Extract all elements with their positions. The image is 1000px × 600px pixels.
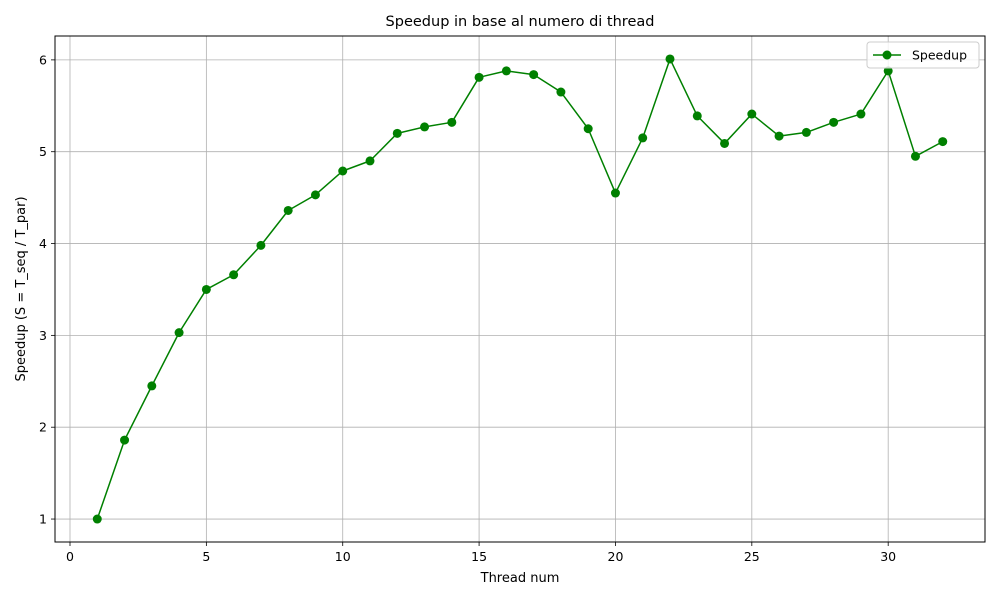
data-point (665, 54, 675, 64)
data-point (92, 514, 102, 524)
x-tick-label: 25 (744, 549, 760, 564)
data-point (938, 137, 948, 147)
data-point (910, 151, 920, 161)
data-point (365, 156, 375, 166)
data-point (392, 128, 402, 138)
x-tick-label: 10 (335, 549, 351, 564)
x-tick-label: 30 (880, 549, 896, 564)
chart-title: Speedup in base al numero di thread (386, 14, 655, 30)
data-point (720, 138, 730, 148)
data-point (420, 122, 430, 132)
data-point (201, 284, 211, 294)
data-point (747, 109, 757, 119)
data-point (120, 435, 130, 445)
x-axis-ticks: 0 5 10 15 20 25 30 (66, 542, 896, 564)
legend-box (866, 41, 980, 69)
y-axis-label: Speedup (S = T_seq / T_par) (14, 196, 29, 381)
y-tick-label: 2 (39, 420, 47, 435)
data-point (774, 131, 784, 141)
y-tick-label: 4 (39, 236, 47, 251)
data-point (256, 240, 266, 250)
x-tick-label: 5 (202, 549, 210, 564)
data-point (610, 188, 620, 198)
x-tick-label: 20 (608, 549, 624, 564)
y-tick-label: 5 (39, 144, 47, 159)
grid-lines (55, 36, 985, 542)
y-tick-label: 6 (39, 52, 47, 67)
data-point (147, 381, 157, 391)
data-point (474, 72, 484, 82)
data-point (310, 190, 320, 200)
legend: Speedup (866, 41, 980, 69)
data-point (801, 127, 811, 137)
data-point (338, 166, 348, 176)
legend-label: Speedup (912, 48, 967, 63)
x-tick-label: 0 (66, 549, 74, 564)
y-tick-label: 3 (39, 328, 47, 343)
series-line (96, 58, 944, 520)
data-point (447, 117, 457, 127)
data-point (229, 270, 239, 280)
data-point (638, 133, 648, 143)
data-point (583, 124, 593, 134)
data-point (883, 66, 893, 76)
x-axis-label: Thread num (480, 571, 560, 586)
x-tick-label: 15 (471, 549, 487, 564)
plot-area-frame (54, 35, 986, 543)
legend-marker-swatch (882, 50, 892, 60)
data-point (501, 66, 511, 76)
y-axis-ticks: 1 2 3 4 5 6 (39, 52, 55, 527)
data-point (174, 328, 184, 338)
data-point (283, 205, 293, 215)
y-tick-label: 1 (39, 512, 47, 527)
data-point (856, 109, 866, 119)
data-point (829, 117, 839, 127)
data-point (556, 87, 566, 97)
data-point (529, 70, 539, 80)
data-point (692, 111, 702, 121)
series-layer (92, 54, 948, 524)
